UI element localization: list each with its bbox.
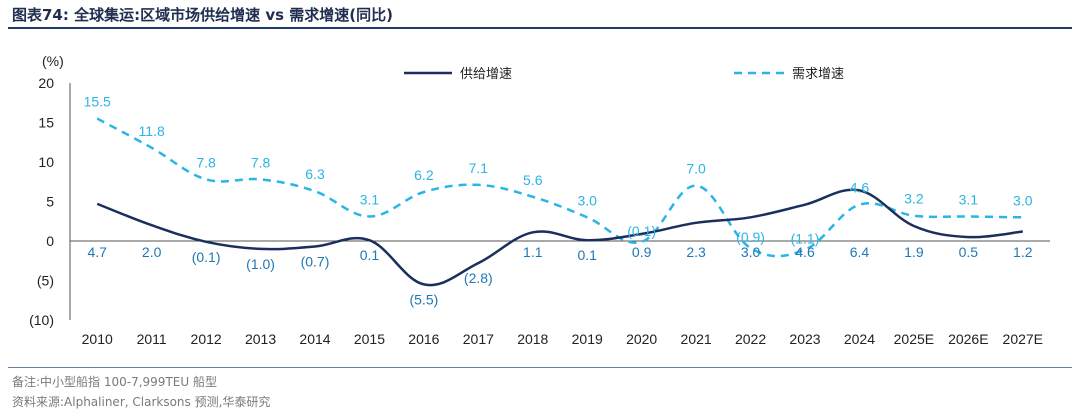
legend-label-supply: 供给增速 [460, 67, 512, 82]
data-label-supply: 1.9 [904, 244, 924, 260]
x-tick-label: 2015 [354, 331, 385, 347]
data-label-supply: (1.0) [246, 256, 275, 272]
y-tick-label: 5 [46, 194, 54, 210]
data-label-supply: 3.0 [741, 244, 761, 260]
data-label-demand: (1.1) [791, 231, 820, 247]
data-label-supply: 4.7 [87, 244, 107, 260]
data-label-supply: (0.1) [192, 249, 221, 265]
data-label-demand: 7.8 [251, 154, 271, 170]
x-tick-label: 2021 [681, 331, 712, 347]
x-tick-label: 2012 [191, 331, 222, 347]
data-label-supply: 0.1 [577, 247, 597, 263]
x-tick-label: 2011 [137, 331, 167, 347]
data-label-supply: (5.5) [409, 291, 438, 307]
source-note: 资料来源:Alphaliner, Clarksons 预测,华泰研究 [12, 395, 271, 409]
x-tick-label: 2010 [82, 331, 113, 347]
x-tick-label: 2019 [572, 331, 603, 347]
x-tick-label: 2026E [948, 331, 988, 347]
x-tick-label: 2013 [245, 331, 276, 347]
data-label-demand: 7.0 [686, 161, 706, 177]
data-label-demand: 6.3 [305, 166, 325, 182]
x-tick-label: 2024 [844, 331, 875, 347]
x-tick-label: 2018 [517, 331, 548, 347]
data-label-demand: 6.2 [414, 167, 434, 183]
page-title: 图表74: 全球集运:区域市场供给增速 vs 需求增速(同比) [12, 6, 393, 24]
data-label-demand: 7.8 [196, 154, 216, 170]
data-label-supply: 0.5 [959, 244, 979, 260]
data-label-demand: 3.1 [360, 192, 380, 208]
data-label-supply: 0.1 [360, 247, 380, 263]
y-axis-label: (%) [42, 53, 64, 69]
y-tick-label: (5) [37, 273, 54, 289]
y-tick-label: (10) [29, 312, 54, 328]
x-tick-label: 2014 [299, 331, 330, 347]
title-divider [8, 27, 1072, 29]
x-tick-label: 2027E [1003, 331, 1043, 347]
x-tick-label: 2020 [626, 331, 657, 347]
data-label-demand: 15.5 [84, 94, 111, 110]
x-tick-label: 2016 [408, 331, 439, 347]
x-tick-label: 2025E [894, 331, 934, 347]
data-label-demand: 3.0 [577, 192, 597, 208]
data-label-supply: 2.3 [686, 244, 706, 260]
data-label-demand: 3.2 [904, 191, 924, 207]
data-label-supply: 2.0 [142, 244, 162, 260]
data-label-supply: 0.9 [632, 244, 652, 260]
x-tick-label: 2017 [463, 331, 494, 347]
data-label-demand: 7.1 [469, 160, 489, 176]
data-label-supply: 1.1 [523, 244, 543, 260]
legend-label-demand: 需求增速 [792, 67, 844, 82]
data-label-supply: 6.4 [850, 244, 870, 260]
data-label-demand: (0.9) [736, 229, 765, 245]
series-line-supply [96, 188, 1023, 287]
data-label-demand: 3.0 [1013, 192, 1033, 208]
y-tick-label: 15 [38, 115, 54, 131]
data-label-demand: 5.6 [523, 172, 543, 188]
x-tick-label: 2023 [789, 331, 820, 347]
data-label-supply: (2.8) [464, 270, 493, 286]
data-label-supply: 4.6 [795, 244, 815, 260]
y-tick-label: 10 [38, 154, 54, 170]
footer-divider [8, 367, 1072, 368]
y-tick-label: 20 [38, 75, 54, 91]
series-line-demand [96, 117, 1023, 258]
data-label-supply: (0.7) [301, 254, 330, 270]
footnote: 备注:中小型船指 100-7,999TEU 船型 [12, 375, 217, 389]
data-label-demand: 4.6 [850, 180, 870, 196]
y-tick-label: 0 [46, 233, 54, 249]
data-label-demand: 3.1 [959, 192, 979, 208]
x-tick-label: 2022 [735, 331, 766, 347]
data-label-supply: 1.2 [1013, 244, 1033, 260]
data-label-demand: 11.8 [139, 123, 165, 139]
data-label-demand: (0.1) [627, 223, 656, 239]
